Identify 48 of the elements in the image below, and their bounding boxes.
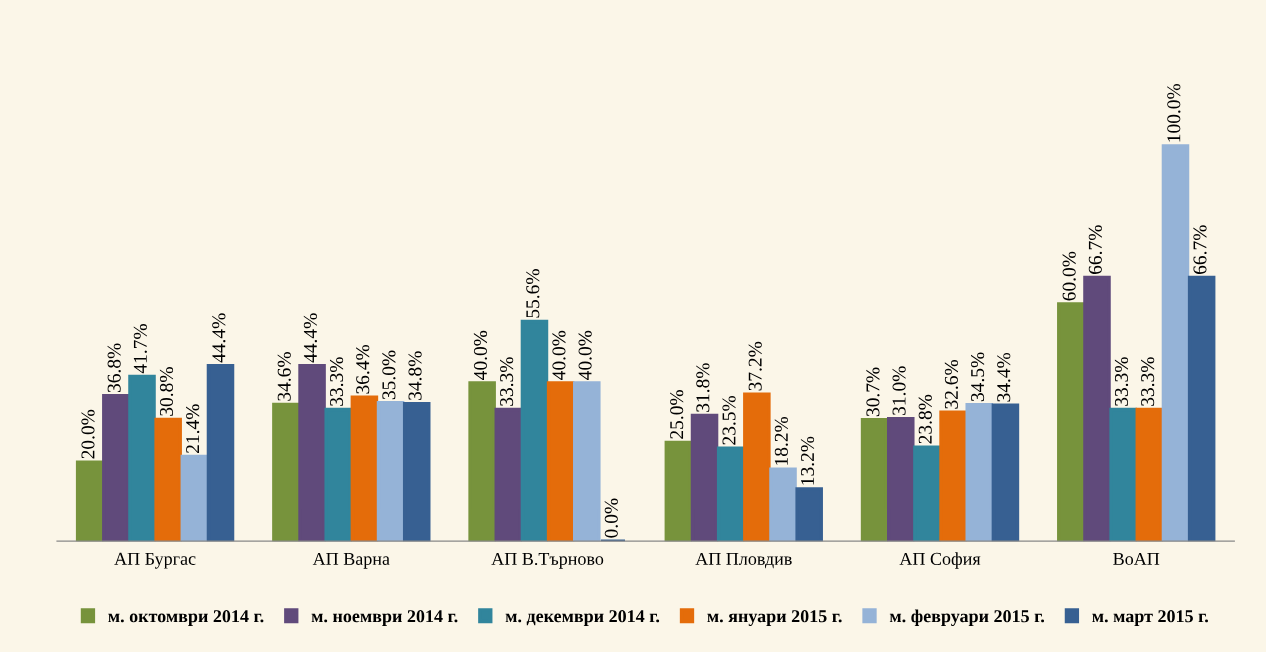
data-label: 20.0% bbox=[81, 409, 95, 459]
data-label: 34.4% bbox=[997, 352, 1011, 402]
data-label: 34.5% bbox=[971, 352, 985, 402]
legend-label: м. февруари 2015 г. bbox=[889, 609, 1045, 626]
legend-label: м. ноември 2014 г. bbox=[311, 610, 458, 626]
data-label: 36.4% bbox=[356, 344, 370, 394]
data-label: 13.2% bbox=[800, 436, 815, 485]
data-label: 36.8% bbox=[107, 343, 121, 393]
data-label: 31.0% bbox=[892, 366, 906, 415]
data-label: 33.3% bbox=[1114, 357, 1129, 406]
data-label: 41.7% bbox=[133, 324, 147, 374]
data-label: 23.5% bbox=[722, 395, 736, 445]
data-label: 37.2% bbox=[748, 341, 762, 391]
data-label: 31.8% bbox=[696, 363, 710, 412]
data-label: 40.0% bbox=[552, 330, 566, 380]
data-label: 33.3% bbox=[500, 357, 514, 406]
data-label: 0.0% bbox=[604, 498, 618, 538]
data-label: 40.0% bbox=[473, 330, 488, 380]
data-label: 35.0% bbox=[382, 350, 396, 400]
data-label: 60.0% bbox=[1062, 251, 1076, 301]
data-label: 100.0% bbox=[1167, 83, 1181, 142]
data-label: 23.8% bbox=[918, 394, 932, 444]
data-label: 32.6% bbox=[944, 360, 959, 409]
data-label: 40.0% bbox=[578, 330, 592, 380]
legend-label: м. октомври 2014 г. bbox=[108, 610, 264, 626]
data-label: 34.6% bbox=[277, 352, 291, 401]
x-tick-label: АП София bbox=[899, 552, 981, 569]
data-label: 66.7% bbox=[1088, 225, 1102, 274]
legend-label: м. януари 2015 г. bbox=[707, 610, 842, 626]
data-label: 30.7% bbox=[866, 367, 880, 417]
data-label: 21.4% bbox=[186, 404, 200, 453]
x-tick-label: АП Варна bbox=[312, 552, 390, 569]
data-label: 18.2% bbox=[774, 416, 788, 465]
data-label: 44.4% bbox=[303, 313, 318, 363]
x-tick-label: АП Пловдив bbox=[695, 552, 792, 569]
x-tick-label: ВоАП bbox=[1113, 552, 1160, 565]
data-label: 34.8% bbox=[408, 351, 422, 400]
data-label: 33.3% bbox=[1141, 357, 1155, 406]
x-tick-label: АП В.Търново bbox=[491, 552, 604, 569]
legend-label: м. декември 2014 г. bbox=[505, 610, 660, 626]
x-tick-label: АП Бургас bbox=[114, 552, 196, 569]
data-label: 55.6% bbox=[526, 269, 540, 318]
legend-label: м. март 2015 г. bbox=[1092, 610, 1208, 626]
data-label: 33.3% bbox=[329, 357, 344, 406]
data-label: 44.4% bbox=[212, 313, 226, 363]
data-label: 30.8% bbox=[159, 367, 174, 416]
data-label: 66.7% bbox=[1193, 225, 1207, 274]
data-label: 25.0% bbox=[670, 390, 684, 439]
